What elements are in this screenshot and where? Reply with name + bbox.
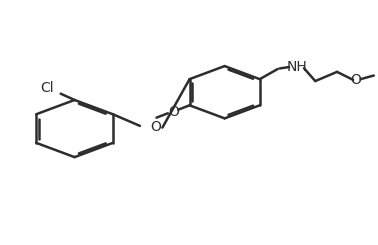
- Text: O: O: [168, 105, 179, 119]
- Text: NH: NH: [287, 60, 308, 74]
- Text: Cl: Cl: [40, 81, 54, 95]
- Text: O: O: [150, 120, 161, 134]
- Text: O: O: [351, 73, 362, 87]
